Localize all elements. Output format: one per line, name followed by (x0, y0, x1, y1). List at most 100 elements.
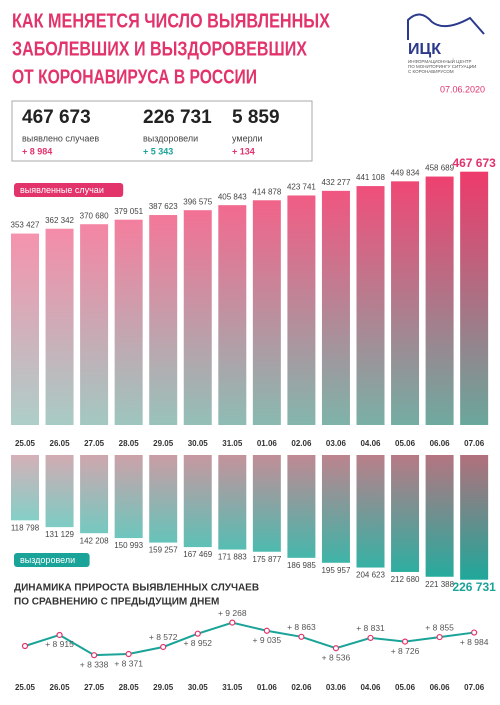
x-tick-label: 04.06 (360, 683, 381, 692)
bar (252, 200, 281, 425)
value-label: 441 108 (356, 173, 385, 182)
bar (114, 455, 143, 539)
marker (401, 638, 409, 645)
x-tick-label: 07.06 (464, 439, 485, 448)
marker (56, 631, 63, 639)
stat-label: выявлено случаев (22, 133, 99, 143)
x-tick-label: 30.05 (188, 439, 209, 448)
bar (321, 455, 350, 563)
value-label: 131 129 (45, 530, 74, 539)
value-label: + 8 371 (114, 658, 143, 668)
bar (114, 219, 143, 425)
x-tick-label: 03.06 (326, 683, 347, 692)
x-tick-label: 01.06 (257, 683, 278, 692)
bar (149, 455, 178, 543)
x-tick-label: 02.06 (291, 683, 312, 692)
x-tick-label: 31.05 (222, 683, 243, 692)
value-label: + 8 338 (80, 659, 109, 669)
value-label: + 8 572 (149, 632, 178, 642)
x-tick-label: 30.05 (188, 683, 209, 692)
bar (11, 455, 39, 521)
x-tick-label: 07.06 (464, 683, 485, 692)
x-tick-label: 05.06 (395, 439, 416, 448)
title-line: КАК МЕНЯЕТСЯ ЧИСЛО ВЫЯВЛЕННЫХ (12, 10, 331, 32)
legend-label: выздоровели (20, 555, 75, 565)
marker (263, 627, 270, 634)
marker (332, 645, 340, 652)
legend-tag (14, 183, 124, 197)
value-label: + 9 035 (253, 635, 282, 645)
x-tick-label: 05.06 (395, 683, 416, 692)
x-tick-label: 06.06 (430, 683, 451, 692)
value-label: 150 993 (114, 541, 143, 550)
value-label: 414 878 (252, 187, 281, 196)
x-tick-label: 02.06 (291, 439, 312, 448)
marker (160, 643, 167, 651)
chart-title: ДИНАМИКА ПРИРОСТА ВЫЯВЛЕННЫХ СЛУЧАЕВ (14, 583, 259, 594)
x-tick-label: 28.05 (119, 439, 140, 448)
x-tick-label: 25.05 (15, 683, 36, 692)
logo-text: ПО МОНИТОРИНГУ СИТУАЦИИ (408, 64, 476, 69)
value-label: + 8 831 (356, 623, 385, 633)
marker (21, 642, 29, 650)
logo-text: С КОРОНАВИРУСОМ (408, 69, 454, 74)
bar (460, 171, 489, 425)
logo-mark (407, 13, 485, 40)
value-label: + 8 952 (183, 638, 212, 648)
bar (218, 455, 247, 550)
marker (367, 634, 374, 642)
title-line: ОТ КОРОНАВИРУСА В РОССИИ (12, 66, 257, 88)
value-label: + 8 536 (322, 652, 351, 662)
value-label: 396 575 (183, 197, 212, 206)
x-tick-label: 28.05 (119, 683, 140, 692)
value-label: + 8 726 (391, 646, 420, 656)
marker (125, 650, 132, 658)
x-tick-label: 03.06 (326, 439, 347, 448)
value-label: 458 689 (425, 164, 454, 173)
value-label: + 8 863 (287, 622, 316, 632)
x-tick-label: 01.06 (257, 439, 278, 448)
legend-tag (14, 553, 90, 567)
legend-label: выявленные случаи (20, 185, 104, 195)
marker (194, 630, 201, 637)
chart-title: ПО СРАВНЕНИЮ С ПРЕДЫДУЩИМ ДНЕМ (14, 597, 219, 608)
stat-delta: + 5 343 (143, 146, 173, 156)
bar (321, 190, 350, 425)
line (24, 621, 475, 657)
stat-value: 5 859 (232, 107, 280, 128)
value-label: 204 623 (356, 571, 385, 580)
x-tick-label: 29.05 (153, 683, 174, 692)
value-label: 159 257 (149, 546, 178, 555)
stat-value: 467 673 (22, 107, 91, 128)
bar (183, 455, 212, 548)
value-label: 226 731 (452, 580, 496, 594)
value-label: + 8 855 (425, 622, 454, 632)
value-label: 118 798 (11, 523, 40, 532)
value-label: 405 843 (218, 192, 247, 201)
bar (460, 455, 489, 580)
value-label: + 9 268 (218, 608, 247, 618)
value-label: 175 877 (252, 555, 281, 564)
x-tick-label: 26.05 (50, 683, 71, 692)
value-label: 171 883 (218, 553, 247, 562)
bar (356, 455, 385, 568)
bar (80, 455, 109, 534)
bar (218, 205, 247, 425)
bar (183, 210, 212, 425)
stat-delta: + 134 (232, 146, 255, 156)
value-label: 186 985 (287, 561, 316, 570)
bar (45, 455, 74, 528)
bar (287, 455, 316, 558)
x-tick-label: 25.05 (15, 439, 36, 448)
stat-value: 226 731 (143, 107, 212, 128)
marker (298, 633, 305, 640)
bar (425, 176, 454, 425)
x-tick-label: 27.05 (84, 683, 105, 692)
value-label: 423 741 (287, 183, 316, 192)
marker (436, 633, 443, 641)
marker (229, 619, 236, 626)
value-label: 449 834 (391, 168, 420, 177)
marker (471, 629, 478, 636)
bar (80, 224, 109, 425)
bar (287, 195, 316, 425)
